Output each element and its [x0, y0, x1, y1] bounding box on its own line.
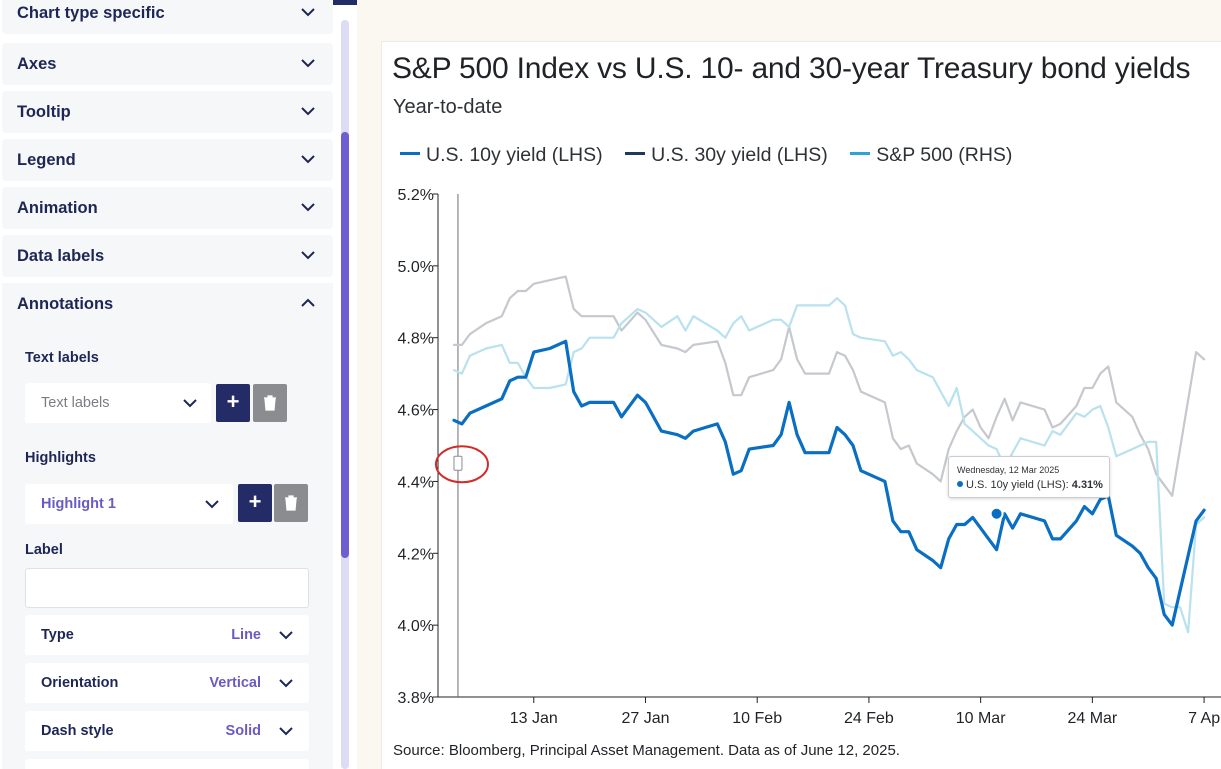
chart-tooltip: Wednesday, 12 Mar 2025 U.S. 10y yield (L… — [948, 456, 1110, 498]
chevron-down-icon — [301, 250, 315, 260]
tooltip-line: U.S. 10y yield (LHS): 4.31% — [957, 479, 1103, 491]
dash-style-value: Solid — [225, 723, 261, 739]
tooltip-value: 4.31% — [1071, 479, 1103, 491]
legend-item-sp500[interactable]: S&P 500 (RHS) — [850, 144, 1012, 167]
accordion-tooltip[interactable]: Tooltip — [2, 91, 333, 133]
trash-icon — [264, 395, 276, 411]
accordion-label: Chart type specific — [17, 4, 165, 22]
chevron-down-icon — [301, 154, 315, 164]
chart-legend: U.S. 10y yield (LHS) U.S. 30y yield (LHS… — [400, 144, 1030, 168]
chart-plot: 5.2% 5.0% 4.8% 4.6% 4.4% 4.2% 4.0% 3.8% 13 Jan 27… — [398, 187, 1221, 727]
accordion-animation[interactable]: Animation — [2, 187, 333, 229]
sidebar-scrollbar-thumb[interactable] — [341, 132, 349, 558]
highlight-handle — [453, 455, 463, 471]
chevron-down-icon — [301, 106, 315, 116]
y-tick-label: 3.8% — [398, 690, 434, 707]
chevron-down-icon — [279, 678, 293, 688]
orientation-value: Vertical — [209, 675, 261, 691]
legend-label: S&P 500 (RHS) — [876, 144, 1013, 166]
accordion-label: Axes — [17, 55, 57, 73]
chevron-down-icon — [279, 630, 293, 640]
y-tick-label: 4.2% — [398, 546, 434, 563]
chevron-down-icon — [301, 7, 315, 17]
chevron-up-icon — [301, 298, 315, 308]
label-input[interactable] — [25, 568, 309, 608]
accordion-label: Animation — [17, 199, 98, 217]
accordion-label: Annotations — [17, 295, 114, 313]
y-tick-label: 4.4% — [398, 474, 434, 491]
accordion-annotations[interactable]: Annotations — [2, 283, 333, 325]
legend-label: U.S. 10y yield (LHS) — [426, 144, 603, 166]
add-text-label-button[interactable]: + — [216, 384, 250, 422]
chart-title: S&P 500 Index vs U.S. 10- and 30-year Tr… — [392, 52, 1191, 85]
type-value: Line — [231, 627, 261, 643]
accordion-label: Tooltip — [17, 103, 71, 121]
series-line-2 — [452, 297, 1206, 634]
next-option-row[interactable] — [25, 759, 309, 769]
type-label: Type — [41, 627, 74, 643]
legend-item-30y[interactable]: U.S. 30y yield (LHS) — [625, 144, 828, 167]
accordion-label: Legend — [17, 151, 76, 169]
legend-swatch — [850, 152, 871, 156]
accordion-axes[interactable]: Axes — [2, 43, 333, 85]
x-tick-label: 7 Ap — [1188, 710, 1220, 727]
series-line-0 — [452, 339, 1206, 627]
tooltip-dot — [957, 481, 963, 488]
tooltip-point-marker — [991, 508, 1002, 519]
chart-source: Source: Bloomberg, Principal Asset Manag… — [393, 742, 900, 759]
highlight-selected-value: Highlight 1 — [41, 496, 116, 512]
y-tick-label: 4.0% — [398, 618, 434, 635]
highlights-select[interactable]: Highlight 1 — [25, 484, 233, 524]
add-highlight-button[interactable]: + — [238, 484, 272, 522]
y-tick-label: 5.0% — [398, 259, 434, 276]
legend-label: U.S. 30y yield (LHS) — [651, 144, 828, 166]
text-labels-placeholder: Text labels — [41, 395, 110, 411]
dash-style-label: Dash style — [41, 723, 114, 739]
chevron-down-icon — [301, 202, 315, 212]
chevron-down-icon — [205, 499, 219, 509]
text-labels-title: Text labels — [25, 350, 99, 366]
type-select[interactable]: Type Line — [25, 615, 309, 655]
x-tick-label: 24 Feb — [844, 710, 894, 727]
delete-text-label-button[interactable] — [253, 384, 287, 422]
series-line-1 — [452, 275, 1206, 497]
accordion-legend[interactable]: Legend — [2, 139, 333, 181]
chevron-down-icon — [279, 726, 293, 736]
trash-icon — [285, 495, 297, 511]
x-tick-label: 13 Jan — [510, 710, 558, 727]
annotations-panel: Annotations Text labels Text labels + Hi… — [2, 283, 333, 769]
legend-item-10y[interactable]: U.S. 10y yield (LHS) — [400, 144, 603, 167]
y-tick-label: 4.6% — [398, 403, 434, 420]
chart-canvas-area: S&P 500 Index vs U.S. 10- and 30-year Tr… — [357, 0, 1221, 769]
x-tick-label: 24 Mar — [1067, 710, 1117, 727]
delete-highlight-button[interactable] — [274, 484, 308, 522]
accordion-chart-type-specific[interactable]: Chart type specific — [2, 0, 333, 34]
chevron-down-icon — [183, 398, 197, 408]
red-annotation-circle — [434, 445, 489, 484]
legend-swatch — [625, 152, 646, 156]
orientation-label: Orientation — [41, 675, 119, 691]
settings-sidebar: Chart type specific Axes Tooltip Legend … — [0, 0, 357, 769]
tooltip-series: U.S. 10y yield (LHS): — [966, 479, 1069, 491]
x-tick-label: 10 Mar — [956, 710, 1006, 727]
dash-style-select[interactable]: Dash style Solid — [25, 711, 309, 751]
x-tick-label: 27 Jan — [621, 710, 669, 727]
y-tick-label: 5.2% — [398, 187, 434, 204]
legend-swatch — [400, 152, 420, 156]
y-tick-label: 4.8% — [398, 331, 434, 348]
chevron-down-icon — [301, 58, 315, 68]
text-labels-select[interactable]: Text labels — [25, 383, 211, 423]
tooltip-date: Wednesday, 12 Mar 2025 — [957, 465, 1060, 475]
accordion-label: Data labels — [17, 247, 105, 265]
chart-card: S&P 500 Index vs U.S. 10- and 30-year Tr… — [381, 41, 1221, 769]
chart-subtitle: Year-to-date — [393, 96, 503, 118]
orientation-select[interactable]: Orientation Vertical — [25, 663, 309, 703]
highlights-title: Highlights — [25, 450, 96, 466]
label-field-title: Label — [25, 542, 63, 558]
accordion-data-labels[interactable]: Data labels — [2, 235, 333, 277]
x-tick-label: 10 Feb — [732, 710, 782, 727]
